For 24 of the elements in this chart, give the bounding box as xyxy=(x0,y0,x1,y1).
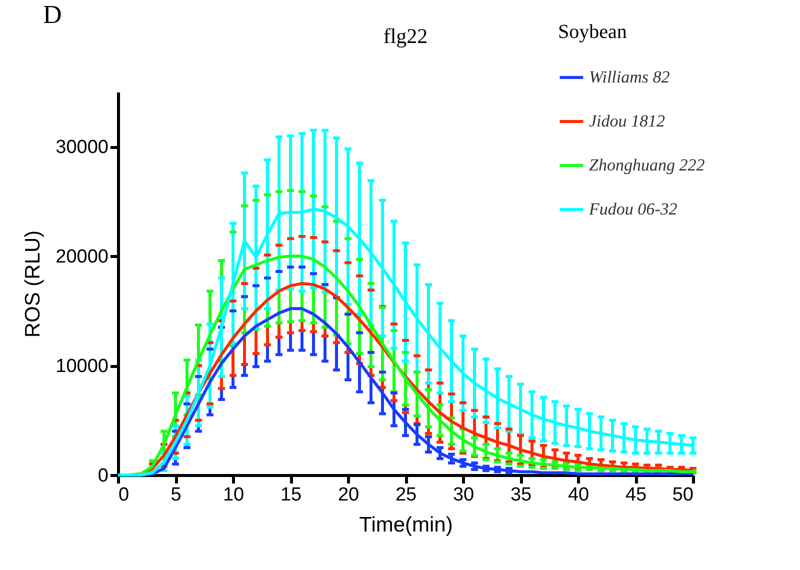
chart-title: flg22 xyxy=(383,24,428,48)
legend-label: Jidou 1812 xyxy=(589,112,666,130)
x-axis-title: Time(min) xyxy=(359,514,453,536)
x-tick-label: 0 xyxy=(118,484,130,506)
legend-label: Zhonghuang 222 xyxy=(589,156,706,174)
y-tick-label: 30000 xyxy=(56,137,108,158)
x-tick-label: 30 xyxy=(452,484,474,506)
text: D xyxy=(43,0,62,29)
legend-label: Fudou 06-32 xyxy=(588,200,678,218)
y-axis-title: ROS (RLU) xyxy=(22,230,45,338)
x-tick-label: 40 xyxy=(568,484,590,506)
y-tick-label: 0 xyxy=(98,466,108,486)
y-tick-label: 20000 xyxy=(56,246,108,268)
x-tick-label: 15 xyxy=(280,484,302,506)
x-tick-label: 25 xyxy=(395,484,417,506)
x-tick-label: 10 xyxy=(222,484,244,506)
x-tick-label: 35 xyxy=(510,484,532,506)
x-tick-label: 5 xyxy=(170,484,182,506)
x-tick-label: 50 xyxy=(672,484,694,506)
y-tick-label: 10000 xyxy=(56,356,108,378)
legend-title: Soybean xyxy=(558,21,627,43)
x-tick-label: 45 xyxy=(625,484,647,506)
legend-label: Williams 82 xyxy=(589,68,670,86)
x-tick-label: 20 xyxy=(338,484,360,506)
